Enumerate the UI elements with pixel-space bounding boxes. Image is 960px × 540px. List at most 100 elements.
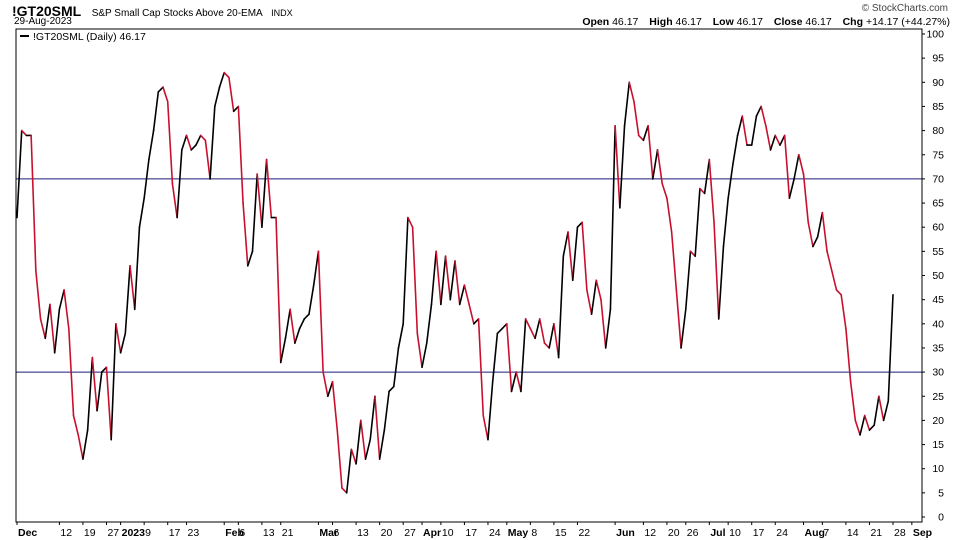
low-label: Low	[712, 16, 734, 28]
x-tick-label: 22	[578, 527, 590, 539]
series-segment	[477, 318, 485, 417]
series-segment	[628, 81, 635, 103]
series-segment	[458, 284, 466, 306]
legend: !GT20SML (Daily) 46.17	[20, 31, 146, 43]
series-segment	[727, 163, 734, 200]
series-segment	[491, 332, 499, 383]
series-segment	[652, 149, 659, 180]
chart-header: !GT20SML S&P Small Cap Stocks Above 20-E…	[12, 3, 293, 19]
chg-value: +14.17 (+44.27%)	[865, 16, 950, 28]
series-segment	[835, 289, 842, 296]
series-segment	[223, 71, 230, 79]
y-tick-label: 55	[932, 246, 944, 258]
series-segment	[30, 134, 37, 272]
series-segment	[722, 197, 729, 248]
series-segment	[779, 134, 786, 146]
series-segment	[506, 322, 513, 393]
series-segment	[162, 86, 169, 103]
series-segment	[586, 289, 593, 315]
series-segment	[204, 139, 211, 180]
series-segment	[228, 76, 235, 113]
series-segment	[91, 356, 98, 412]
series-segment	[360, 419, 367, 460]
series-segment	[411, 226, 419, 335]
series-segment	[157, 86, 164, 93]
ticker-description: S&P Small Cap Stocks Above 20-EMA	[91, 8, 263, 19]
high-value: 46.17	[675, 16, 702, 28]
series-segment	[392, 347, 400, 388]
y-tick-label: 15	[932, 439, 944, 451]
series-segment	[171, 182, 178, 219]
series-segment	[642, 124, 649, 142]
series-segment	[317, 250, 324, 373]
series-segment	[124, 265, 131, 335]
x-tick-label: 2023	[122, 527, 146, 539]
open-label: Open	[582, 16, 610, 28]
series-segment	[656, 149, 664, 185]
x-tick-label: 27	[404, 527, 416, 539]
y-tick-label: 100	[926, 29, 944, 41]
series-segment	[312, 250, 320, 286]
series-segment	[166, 100, 174, 185]
y-tick-label: 5	[938, 487, 944, 499]
series-segment	[510, 371, 518, 393]
series-segment	[463, 284, 470, 306]
close-value: 46.17	[805, 16, 832, 28]
series-segment	[468, 303, 475, 325]
series-segment	[105, 366, 112, 441]
series-segment	[760, 105, 767, 127]
x-tick-label: Aug	[805, 527, 825, 539]
series-segment	[39, 318, 47, 340]
series-segment	[256, 173, 263, 228]
series-segment	[242, 202, 249, 267]
series-segment	[684, 250, 692, 311]
series-segment	[604, 308, 612, 349]
series-segment	[600, 298, 607, 349]
series-segment	[543, 342, 550, 349]
x-tick-label: 21	[870, 527, 882, 539]
x-tick-label: 17	[465, 527, 477, 539]
series-segment	[58, 289, 65, 311]
x-tick-label: 6	[239, 527, 245, 539]
series-segment	[765, 124, 772, 151]
series-segment	[793, 153, 800, 180]
y-tick-label: 85	[932, 101, 944, 113]
x-tick-label: 13	[263, 527, 275, 539]
series-segment	[294, 327, 301, 344]
series-segment	[520, 318, 527, 393]
y-tick-label: 45	[932, 294, 944, 306]
series-segment	[769, 134, 777, 151]
y-tick-label: 0	[938, 512, 944, 524]
series-segment	[845, 327, 852, 383]
series-segment	[482, 414, 489, 441]
x-tick-label: 12	[60, 527, 72, 539]
series-segment	[454, 260, 461, 306]
ticker-symbol: !GT20SML	[12, 3, 82, 19]
series-segment	[826, 250, 833, 272]
x-tick-label: Mar	[319, 527, 338, 539]
series-segment	[152, 91, 160, 132]
series-segment	[562, 231, 569, 257]
series-segment	[397, 322, 404, 349]
series-segment	[515, 371, 522, 393]
series-segment	[261, 158, 268, 228]
series-segment	[623, 81, 631, 127]
legend-label: !GT20SML (Daily) 46.17	[33, 31, 146, 43]
series-segment	[303, 313, 310, 320]
series-segment	[571, 226, 579, 282]
series-segment	[736, 115, 744, 137]
x-tick-label: 6	[334, 527, 340, 539]
series-segment	[251, 173, 258, 253]
series-segment	[717, 245, 725, 320]
series-segment	[675, 289, 682, 349]
series-segment	[821, 211, 828, 253]
x-tick-label: Dec	[18, 527, 37, 539]
series-segment	[609, 124, 616, 311]
series-segment	[421, 342, 428, 369]
series-segment	[82, 429, 89, 460]
series-segment	[449, 260, 456, 301]
series-segment	[402, 216, 409, 325]
y-axis: 0 5 10 15 20 25 30 35 40 45 50 55 60 65 70 75 80 85 90 95 10…	[922, 29, 944, 524]
y-tick-label: 65	[932, 198, 944, 210]
x-tick-label: 17	[169, 527, 181, 539]
